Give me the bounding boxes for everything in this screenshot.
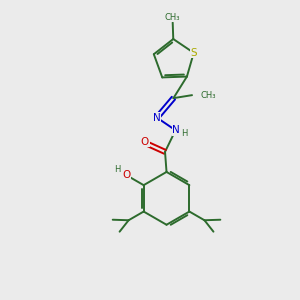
Text: N: N xyxy=(153,112,161,123)
Text: CH₃: CH₃ xyxy=(165,13,180,22)
Text: H: H xyxy=(114,165,121,174)
Text: O: O xyxy=(122,169,131,180)
Text: S: S xyxy=(190,48,197,58)
Text: CH₃: CH₃ xyxy=(200,91,216,100)
Text: N: N xyxy=(172,125,180,135)
Text: H: H xyxy=(181,129,188,138)
Text: O: O xyxy=(141,137,149,147)
